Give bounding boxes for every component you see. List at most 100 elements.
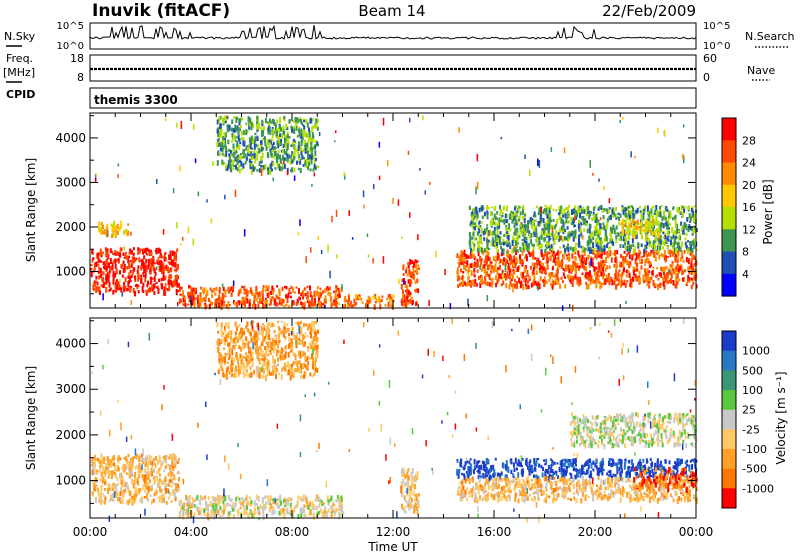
power-cell (417, 264, 420, 268)
power-cell (591, 262, 594, 268)
power-cell (242, 130, 245, 135)
power-cell (122, 252, 125, 256)
power-scatter-cell (574, 215, 576, 221)
power-cell (515, 240, 517, 246)
power-cell (413, 261, 415, 267)
power-cell (156, 285, 159, 290)
power-cell (564, 284, 567, 289)
power-cell (602, 263, 605, 267)
power-cell (116, 231, 119, 235)
power-cell (163, 256, 166, 262)
velocity-cell (134, 466, 137, 470)
velocity-cell (121, 466, 124, 470)
power-cell (378, 299, 381, 304)
power-scatter-cell (663, 236, 665, 239)
power-cell (276, 285, 279, 288)
power-cell (673, 239, 676, 245)
power-cell (276, 119, 279, 124)
power-cell (460, 282, 463, 286)
power-cell (486, 243, 489, 249)
velocity-cell (165, 483, 167, 487)
power-cell (598, 205, 601, 210)
power-cell (666, 236, 669, 241)
velocity-cell (179, 500, 182, 504)
power-cell (638, 256, 641, 262)
velocity-cell (169, 491, 172, 497)
velocity-cell (101, 462, 103, 468)
power-cell (296, 149, 299, 153)
power-cell (622, 231, 625, 235)
power-cell (279, 298, 282, 303)
power-cell (271, 168, 273, 172)
power-cell (502, 205, 505, 211)
velocity-cell (306, 505, 309, 509)
velocity-cell (102, 466, 105, 472)
power-cell (500, 283, 503, 287)
velocity-cell (237, 508, 240, 514)
velocity-cell (320, 499, 323, 504)
power-scatter-cell (634, 155, 636, 159)
power-cell (500, 252, 503, 257)
power-cell (132, 287, 135, 293)
power-cell (525, 275, 528, 278)
velocity-cell (245, 494, 248, 497)
power-cell (621, 207, 624, 213)
power-cell (256, 154, 259, 161)
velocity-cell (168, 472, 171, 475)
power-cell (638, 278, 641, 281)
power-cell (638, 275, 641, 279)
power-cell (647, 260, 650, 264)
power-cell (278, 290, 281, 297)
power-scatter-cell (417, 234, 419, 241)
power-cell (243, 292, 246, 295)
power-cell (470, 220, 473, 225)
power-cell (222, 145, 225, 150)
freq-axis-left-bottom: 8 (77, 71, 84, 84)
power-cell (644, 224, 647, 230)
power-cell (471, 237, 474, 240)
power-cell (667, 274, 670, 279)
power-scatter-cell (205, 288, 208, 293)
power-cell (689, 226, 692, 230)
velocity-cell (277, 333, 280, 340)
velocity-cell (287, 327, 290, 332)
power-cell (193, 299, 196, 305)
power-cell (519, 211, 522, 216)
power-scatter-cell (608, 198, 611, 204)
power-cell (597, 255, 600, 258)
power-cell (562, 214, 565, 218)
power-cell (627, 243, 630, 247)
power-cell (496, 279, 499, 284)
velocity-cell (148, 485, 151, 492)
power-cell (602, 261, 605, 265)
power-cell (595, 278, 598, 283)
power-cell (162, 266, 165, 270)
power-cell (599, 205, 602, 208)
velocity-cell (119, 457, 122, 461)
power-cell (513, 279, 516, 283)
power-cell (502, 238, 505, 244)
power-cell (238, 290, 241, 295)
power-cell (127, 281, 130, 287)
velocity-cell (138, 462, 141, 466)
power-cell (141, 286, 144, 292)
power-cell (118, 227, 121, 232)
power-scatter-cell (107, 230, 109, 237)
velocity-cell (251, 361, 254, 367)
power-cell (159, 266, 162, 272)
power-cell (648, 260, 651, 266)
velocity-cell (256, 356, 259, 359)
power-cell (510, 283, 513, 288)
power-cell (517, 205, 520, 212)
power-cell (517, 266, 519, 272)
power-cell (522, 227, 525, 232)
power-cell (150, 280, 153, 283)
power-cell (155, 248, 158, 254)
power-cell (235, 116, 238, 121)
power-cell (630, 283, 633, 289)
power-scatter-cell (619, 120, 621, 123)
velocity-cell (242, 510, 245, 516)
power-cell (267, 139, 269, 145)
power-cell (241, 117, 244, 121)
velocity-cell (164, 465, 167, 469)
